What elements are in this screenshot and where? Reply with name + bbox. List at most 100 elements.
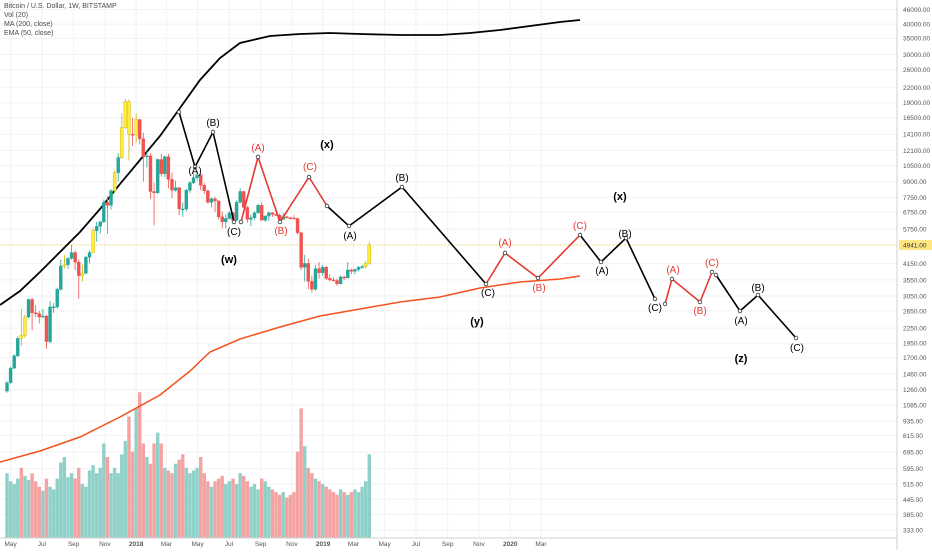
wave-pivot [324, 203, 330, 209]
volume-bar [338, 489, 343, 538]
price-tick-label: 35000.00 [903, 36, 930, 43]
wave-labels: (B)(A)(C)(A)(B)(C)(x)(w)(A)(B)(A)(C) (B)(… [188, 118, 804, 365]
volume-bar [364, 481, 368, 538]
volume-bar [306, 467, 311, 538]
volume-bar [102, 443, 106, 538]
candle-body [259, 205, 264, 221]
volume-bar [51, 489, 56, 538]
candle-body [127, 101, 131, 135]
price-tick-label: 9000.00 [903, 179, 927, 186]
candle-body [91, 230, 95, 253]
price-tick-label: 3550.00 [903, 277, 927, 284]
wave-label: (B) [693, 306, 706, 317]
candle-body [324, 267, 328, 279]
price-tick-label: 6750.00 [903, 210, 927, 217]
candle-body [87, 252, 92, 258]
wave-label: (y) [470, 316, 484, 328]
volume-bar [195, 467, 199, 538]
volume-bar [5, 473, 9, 538]
candle-body [249, 217, 253, 220]
candle-body [62, 264, 67, 267]
candle-body [299, 232, 303, 268]
wave-pivot [346, 223, 352, 229]
volume-bar [234, 484, 239, 538]
candle-body [270, 212, 275, 215]
volume-bar [73, 478, 77, 538]
volume-bar [310, 473, 314, 538]
volume-bar [138, 392, 142, 538]
volume-bar [353, 489, 357, 538]
price-axis[interactable]: 46000.00 40000.00 35000.00 30000.00 26000.00… [903, 7, 930, 535]
candle-body [285, 216, 289, 219]
volume-bar [62, 457, 67, 538]
wave-label: (C) [227, 227, 241, 238]
candle-body [8, 367, 13, 384]
time-tick-label: May [379, 541, 392, 548]
volume-bar [55, 478, 59, 538]
wave-segment [485, 234, 581, 285]
candle-body [213, 198, 217, 202]
volume-bar [145, 457, 149, 538]
candle-body [55, 289, 59, 308]
ema-indicator-label[interactable]: EMA (50, close) [4, 30, 54, 37]
price-tick-label: 26000.00 [903, 67, 930, 74]
wave-pivot [793, 335, 799, 341]
candle-body [80, 273, 85, 276]
price-tick-label: 22000.00 [903, 85, 930, 92]
candle-body [77, 261, 81, 276]
wave-pivot [577, 232, 583, 238]
candle-body [349, 269, 354, 272]
candle-body [16, 338, 20, 357]
volume-bar [16, 478, 20, 538]
candle-body [26, 299, 31, 318]
wave-label: (A) [666, 265, 679, 276]
time-axis[interactable]: May Jul Sep Nov 2018 Mar May Jul Sep Nov 2019 Mar Ma… [4, 541, 547, 548]
volume-bar [216, 478, 221, 538]
candle-body [69, 252, 74, 259]
volume-bar [12, 484, 16, 538]
candle-body [238, 191, 242, 203]
time-tick-label: Mar [161, 541, 173, 548]
candle-body [94, 226, 99, 232]
candle-body [317, 268, 321, 273]
candle-body [138, 119, 142, 140]
wave-pivot [277, 219, 283, 225]
time-tick-label: 2018 [129, 541, 144, 548]
candle-body [23, 316, 27, 336]
volume-bar [159, 443, 163, 538]
wave-segment [664, 271, 713, 305]
volume-bar [188, 473, 192, 538]
volume-bar [252, 484, 257, 538]
volume-bar [127, 416, 131, 538]
price-tick-label: 12100.00 [903, 148, 930, 155]
volume-bar [277, 494, 282, 538]
volume-bar [166, 470, 171, 538]
candle-body [245, 207, 250, 220]
candle-body [130, 134, 135, 136]
price-tick-label: 46000.00 [903, 7, 930, 14]
volume-bar [206, 481, 210, 538]
candle-body [112, 172, 117, 192]
time-tick-label: 2019 [316, 541, 331, 548]
candle-body [252, 212, 257, 218]
candle-body [346, 269, 350, 279]
price-tick-label: 10500.00 [903, 163, 930, 170]
price-tick-label: 445.00 [903, 497, 923, 504]
candle-body [267, 212, 271, 217]
price-tick-label: 935.00 [903, 418, 923, 425]
time-tick-label: Jul [225, 541, 234, 548]
candle-body [242, 191, 246, 208]
volume-indicator-label[interactable]: Vol (20) [4, 12, 29, 19]
candle-body [59, 265, 63, 290]
time-tick-label: Nov [286, 541, 298, 548]
symbol-title[interactable]: Bitcoin / U.S. Dollar, 1W, BITSTAMP [4, 3, 117, 10]
candle-body [184, 190, 189, 210]
volume-bar [249, 486, 253, 538]
price-tick-label: 1260.00 [903, 387, 927, 394]
ma-indicator-label[interactable]: MA (200, close) [4, 21, 53, 28]
candle-body [120, 127, 124, 158]
volume-bar [292, 492, 296, 538]
candle-body [335, 280, 339, 285]
